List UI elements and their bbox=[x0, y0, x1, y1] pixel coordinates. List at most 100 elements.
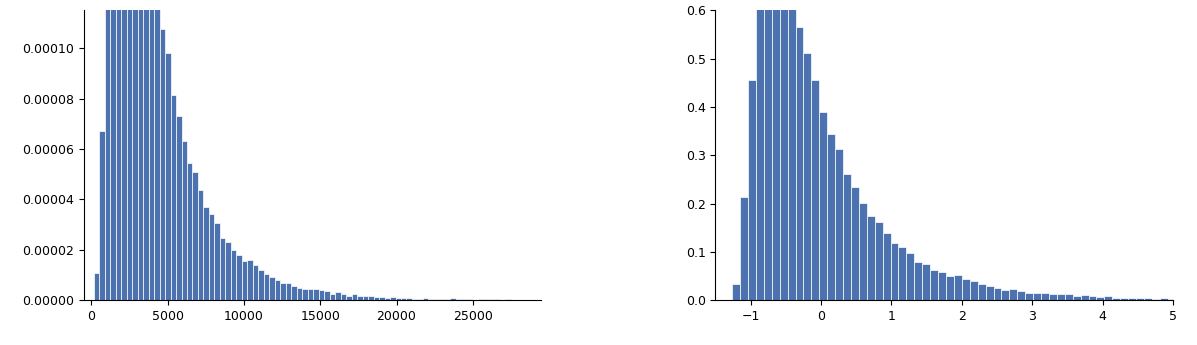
Bar bbox=[242, 261, 248, 300]
Bar bbox=[859, 203, 867, 300]
Bar bbox=[456, 299, 461, 300]
Bar bbox=[159, 29, 165, 300]
Bar bbox=[231, 250, 236, 300]
Bar bbox=[994, 288, 1002, 300]
Bar bbox=[418, 299, 423, 300]
Bar bbox=[297, 288, 302, 300]
Bar bbox=[962, 279, 970, 300]
Bar bbox=[253, 265, 259, 300]
Bar bbox=[1152, 299, 1160, 300]
Bar bbox=[1112, 297, 1120, 300]
Bar bbox=[220, 238, 225, 300]
Bar bbox=[946, 276, 954, 300]
Bar bbox=[851, 187, 859, 300]
Bar bbox=[138, 0, 144, 300]
Bar bbox=[275, 280, 280, 300]
Bar bbox=[1105, 296, 1112, 300]
Bar bbox=[1081, 295, 1088, 300]
Bar bbox=[407, 298, 412, 300]
Bar bbox=[367, 296, 373, 300]
Bar bbox=[363, 296, 367, 300]
Bar bbox=[1184, 299, 1191, 300]
Bar bbox=[1120, 298, 1128, 300]
Bar bbox=[461, 299, 467, 300]
Bar bbox=[445, 299, 450, 300]
Bar bbox=[938, 272, 946, 300]
Bar bbox=[1191, 299, 1197, 300]
Bar bbox=[1017, 292, 1025, 300]
Bar bbox=[978, 284, 985, 300]
Bar bbox=[1025, 293, 1033, 300]
Bar bbox=[335, 292, 341, 300]
Bar bbox=[286, 283, 291, 300]
Bar bbox=[263, 274, 269, 300]
Bar bbox=[740, 197, 748, 300]
Bar bbox=[148, 0, 154, 300]
Bar bbox=[121, 0, 127, 300]
Bar bbox=[488, 299, 494, 300]
Bar bbox=[906, 253, 915, 300]
Bar bbox=[757, 0, 764, 300]
Bar bbox=[423, 298, 429, 300]
Bar bbox=[733, 284, 740, 300]
Bar bbox=[291, 286, 297, 300]
Bar bbox=[1057, 294, 1065, 300]
Bar bbox=[827, 134, 836, 300]
Bar bbox=[891, 243, 899, 300]
Bar bbox=[748, 80, 757, 300]
Bar bbox=[401, 298, 407, 300]
Bar bbox=[329, 294, 335, 300]
Bar bbox=[390, 297, 395, 300]
Bar bbox=[467, 299, 473, 300]
Bar bbox=[198, 190, 203, 300]
Bar bbox=[110, 0, 116, 300]
Bar bbox=[1033, 293, 1041, 300]
Bar bbox=[302, 289, 308, 300]
Bar bbox=[203, 207, 209, 300]
Bar bbox=[93, 273, 99, 300]
Bar bbox=[954, 275, 962, 300]
Bar bbox=[132, 0, 138, 300]
Bar bbox=[318, 290, 324, 300]
Bar bbox=[1128, 298, 1136, 300]
Bar bbox=[280, 284, 286, 300]
Bar bbox=[144, 0, 148, 300]
Bar bbox=[104, 0, 110, 300]
Bar bbox=[154, 0, 159, 300]
Bar bbox=[170, 95, 176, 300]
Bar bbox=[324, 291, 329, 300]
Bar bbox=[772, 0, 779, 300]
Bar bbox=[433, 299, 439, 300]
Bar bbox=[796, 27, 803, 300]
Bar bbox=[187, 163, 193, 300]
Bar bbox=[341, 294, 346, 300]
Bar bbox=[1065, 295, 1073, 300]
Bar bbox=[1144, 298, 1152, 300]
Bar bbox=[248, 260, 253, 300]
Bar bbox=[1175, 299, 1184, 300]
Bar bbox=[182, 141, 187, 300]
Bar bbox=[259, 269, 263, 300]
Bar bbox=[1088, 296, 1096, 300]
Bar bbox=[484, 299, 488, 300]
Bar bbox=[236, 255, 242, 300]
Bar bbox=[970, 282, 978, 300]
Bar bbox=[819, 112, 827, 300]
Bar bbox=[439, 299, 445, 300]
Bar bbox=[1002, 290, 1009, 300]
Bar bbox=[812, 80, 819, 300]
Bar bbox=[1096, 297, 1105, 300]
Bar bbox=[429, 299, 433, 300]
Bar bbox=[930, 269, 938, 300]
Bar bbox=[373, 297, 379, 300]
Bar bbox=[1136, 298, 1144, 300]
Bar bbox=[764, 0, 772, 300]
Bar bbox=[1160, 298, 1168, 300]
Bar bbox=[384, 298, 390, 300]
Bar bbox=[788, 2, 796, 300]
Bar bbox=[346, 296, 352, 300]
Bar bbox=[843, 175, 851, 300]
Bar bbox=[352, 294, 357, 300]
Bar bbox=[269, 277, 275, 300]
Bar bbox=[127, 0, 132, 300]
